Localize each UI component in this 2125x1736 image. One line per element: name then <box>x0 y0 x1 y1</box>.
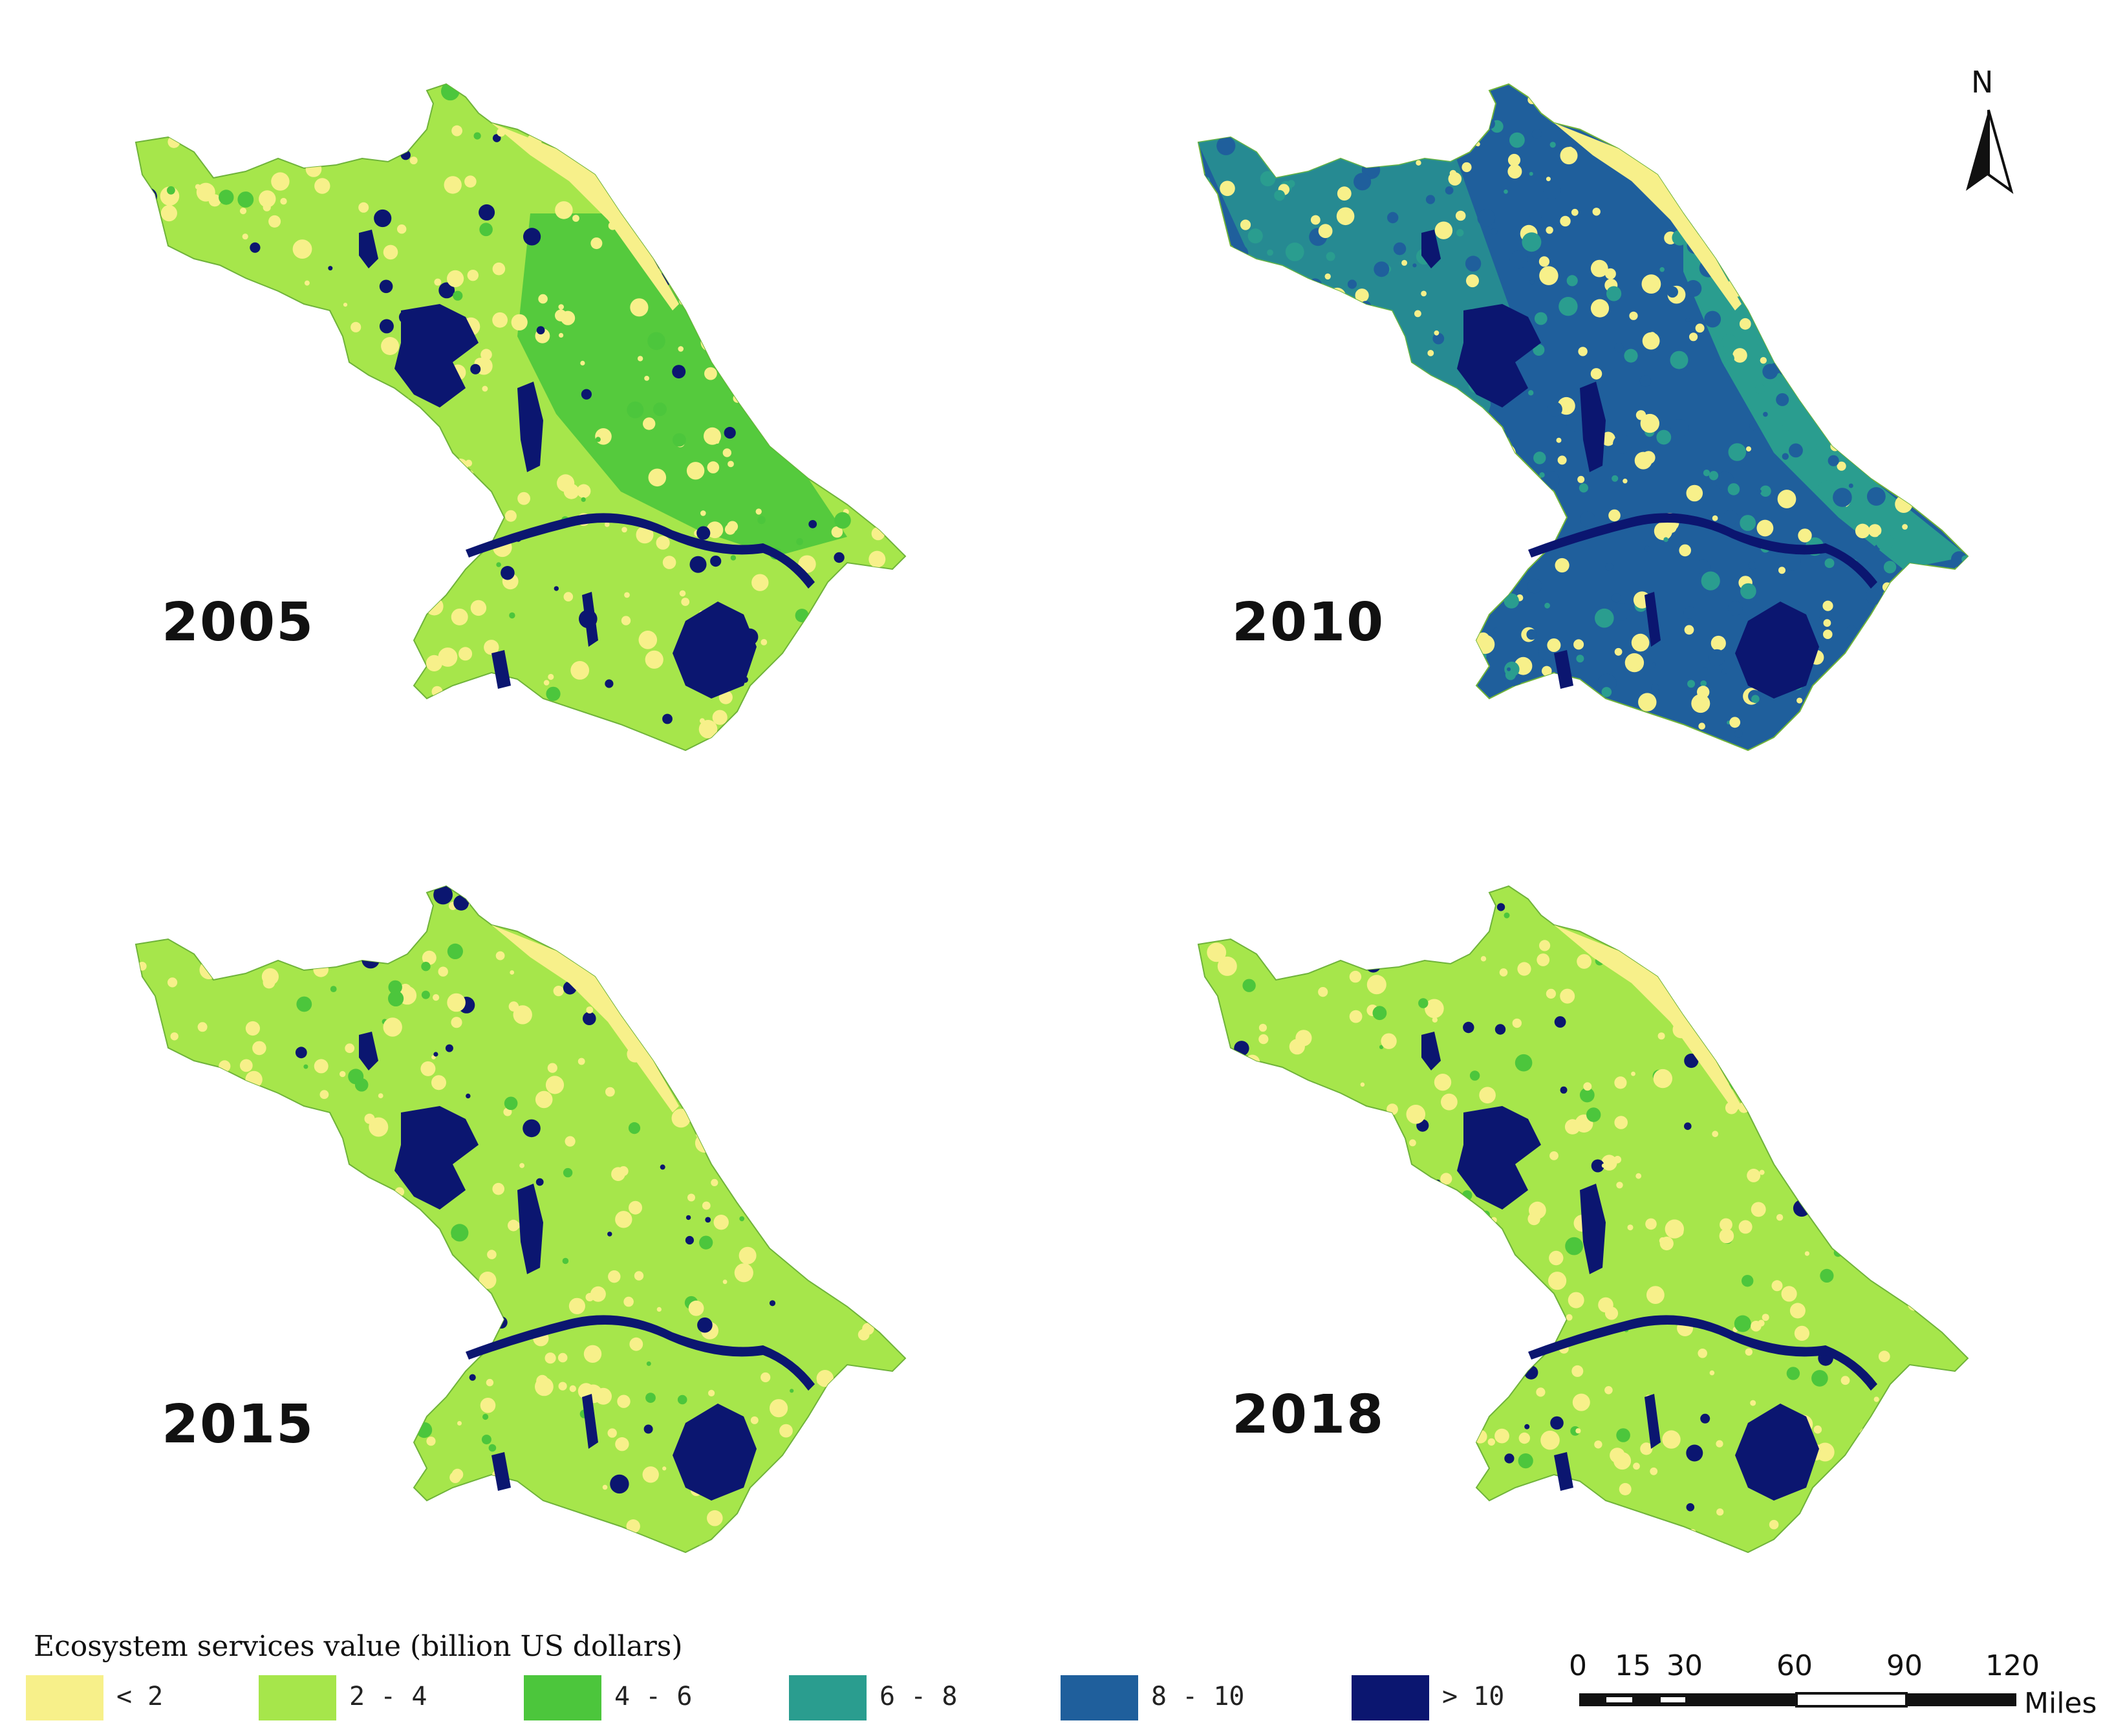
lake-shijiu <box>491 650 511 689</box>
coastal-strip <box>1554 925 1742 1112</box>
province-map <box>135 885 907 1554</box>
luoma-lake <box>1421 230 1441 268</box>
year-label-2018: 2018 <box>1232 1384 1385 1446</box>
province-map <box>135 83 907 752</box>
yangtze-river <box>466 513 815 589</box>
year-label-2010: 2010 <box>1232 592 1385 653</box>
water-bodies <box>1421 1032 1877 1501</box>
tai-lake <box>1735 602 1819 699</box>
scale-tick-label: 15 <box>1615 1649 1651 1682</box>
gaoyou-lake <box>517 382 543 472</box>
year-label-2015: 2015 <box>162 1394 315 1455</box>
gaoyou-lake <box>517 1184 543 1274</box>
scale-tick-label: 30 <box>1667 1649 1703 1682</box>
north-label: N <box>1971 65 1994 100</box>
map-panel-2018: 2018 <box>1062 802 2125 1578</box>
luoma-lake <box>359 230 378 268</box>
tai-lake <box>673 1404 757 1501</box>
map-2015 <box>135 885 907 1554</box>
lake-shijiu <box>1554 650 1573 689</box>
water-bodies <box>359 1032 815 1501</box>
gaoyou-lake <box>1580 382 1606 472</box>
legend-label: 2 - 4 <box>349 1682 427 1711</box>
map-2018 <box>1197 885 1969 1554</box>
luoma-lake <box>359 1032 378 1070</box>
yangtze-river <box>1528 513 1877 589</box>
gaoyou-lake <box>1580 1184 1606 1274</box>
legend-swatch <box>524 1675 601 1720</box>
water-bodies <box>359 230 815 699</box>
scale-tick-label: 60 <box>1776 1649 1813 1682</box>
legend-label: > 10 <box>1442 1682 1505 1711</box>
legend-label: 4 - 6 <box>614 1682 693 1711</box>
province-map <box>1197 83 1969 752</box>
yangtze-river <box>1528 1315 1877 1391</box>
lake-ge <box>1645 592 1661 647</box>
north-arrow: N <box>1953 65 2031 207</box>
scale-tick-label: 120 <box>1985 1649 2040 1682</box>
coastal-strip <box>491 925 679 1112</box>
map-panel-2015: 2015 <box>0 802 1062 1578</box>
legend-swatch <box>259 1675 336 1720</box>
yangtze-river <box>466 1315 815 1391</box>
lake-ge <box>1645 1394 1661 1449</box>
legend-label: 6 - 8 <box>879 1682 958 1711</box>
coastal-strip <box>491 123 679 310</box>
hongze-lake <box>1457 304 1541 407</box>
north-arrow-icon <box>1966 109 2014 194</box>
map-2010 <box>1197 83 1969 752</box>
map-panel-2010: 2010 <box>1062 0 2125 776</box>
tai-lake <box>1735 1404 1819 1501</box>
map-panel-2005: 2005 <box>0 0 1062 776</box>
scale-tick-label: 0 <box>1569 1649 1587 1682</box>
coastal-strip <box>1554 123 1742 310</box>
province-map <box>1197 885 1969 1554</box>
map-2005 <box>135 83 907 752</box>
water-bodies <box>1421 230 1877 699</box>
scale-bar: 0 15 30 60 90 120 Miles <box>1569 1649 2121 1727</box>
legend-swatch <box>26 1675 103 1720</box>
legend-title: Ecosystem services value (billion US dol… <box>34 1630 683 1663</box>
hongze-lake <box>394 1106 479 1210</box>
lake-ge <box>582 1394 598 1449</box>
tai-lake <box>673 602 757 699</box>
legend-label: < 2 <box>116 1682 164 1711</box>
scale-bar-graphic <box>1579 1692 2016 1708</box>
legend: Ecosystem services value (billion US dol… <box>26 1630 1513 1727</box>
legend-swatch <box>1352 1675 1429 1720</box>
lake-ge <box>582 592 598 647</box>
legend-swatch <box>789 1675 867 1720</box>
luoma-lake <box>1421 1032 1441 1070</box>
scale-tick-label: 90 <box>1886 1649 1923 1682</box>
lake-shijiu <box>491 1452 511 1491</box>
year-label-2005: 2005 <box>162 592 315 653</box>
lake-shijiu <box>1554 1452 1573 1491</box>
legend-label: 8 - 10 <box>1151 1682 1245 1711</box>
hongze-lake <box>1457 1106 1541 1210</box>
legend-swatch <box>1061 1675 1138 1720</box>
hongze-lake <box>394 304 479 407</box>
scale-unit: Miles <box>2024 1687 2097 1720</box>
